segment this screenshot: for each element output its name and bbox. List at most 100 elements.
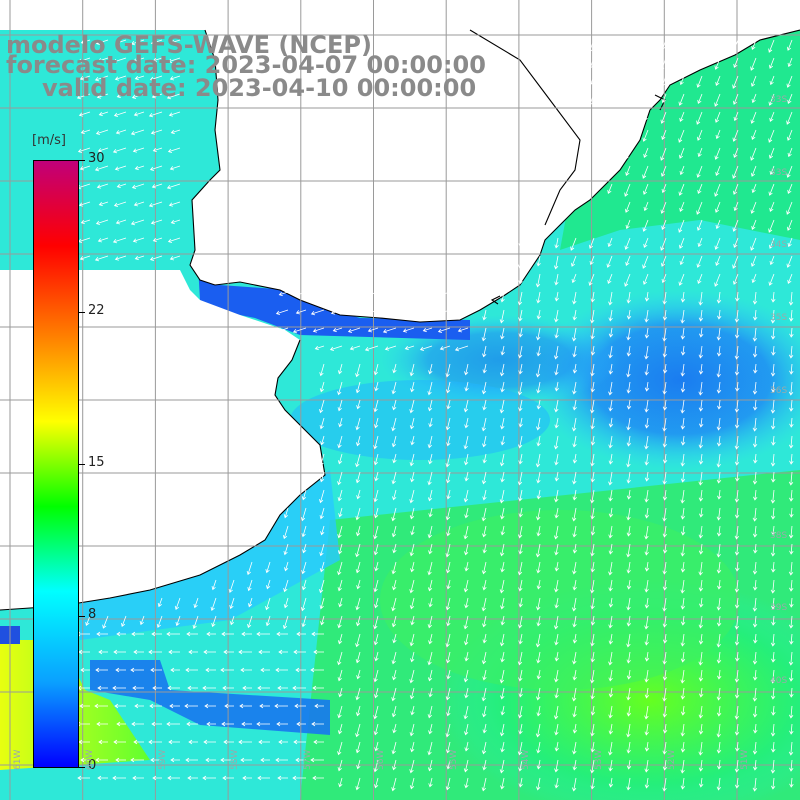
wind-arrow [771, 435, 776, 446]
wind-arrow [536, 255, 541, 267]
wind-arrow [680, 525, 686, 536]
wind-arrow [624, 147, 631, 160]
wind-arrow [734, 345, 740, 360]
wind-arrow [789, 579, 794, 592]
coastline [0, 29, 800, 611]
wind-arrow [678, 237, 685, 249]
wind-arrow [518, 507, 523, 518]
wind-arrow [752, 741, 758, 755]
wind-arrow [714, 93, 721, 107]
wind-arrow [716, 741, 722, 754]
wind-arrow [626, 453, 631, 468]
wind-arrow [166, 93, 181, 100]
wind-arrow [644, 489, 649, 503]
wind-arrow [518, 489, 523, 502]
wind-arrow [463, 759, 469, 773]
wind-arrow [662, 651, 667, 665]
wind-arrow [518, 417, 523, 428]
wind-arrow [644, 309, 649, 323]
wind-arrow [328, 291, 343, 298]
wind-arrow [301, 561, 307, 575]
wind-arrow [680, 417, 686, 430]
wind-arrow [660, 111, 667, 124]
wind-arrow [608, 507, 614, 518]
wind-arrow [356, 759, 361, 770]
wind-arrow [786, 39, 793, 51]
wind-arrow [589, 75, 595, 86]
wind-arrow [732, 129, 739, 142]
wind-arrow [590, 471, 595, 483]
wind-arrow [193, 597, 199, 609]
wind-arrow [260, 757, 270, 763]
wind-arrow [590, 705, 596, 716]
wind-arrow [536, 381, 541, 394]
wind-arrow [224, 703, 234, 709]
wind-arrow [770, 399, 776, 414]
wind-arrow [554, 453, 559, 466]
wind-arrow [445, 777, 451, 791]
wind-arrow [644, 759, 649, 773]
wind-arrow [257, 775, 270, 781]
wind-arrow [481, 327, 487, 342]
wind-arrow [662, 525, 668, 538]
wind-arrow [365, 309, 379, 315]
wind-arrow [150, 757, 162, 763]
wind-arrow [355, 597, 361, 611]
wind-arrow [680, 579, 685, 594]
wind-arrow [572, 669, 577, 681]
wind-arrow [678, 183, 685, 196]
wind-arrow [499, 759, 505, 774]
wind-arrow [608, 525, 613, 539]
wind-arrow [734, 687, 740, 699]
wind-arrow [115, 667, 126, 673]
wind-arrow [788, 525, 794, 539]
wind-arrow [482, 489, 487, 501]
lon-label: 52W [667, 749, 677, 770]
wind-arrow [698, 453, 704, 465]
wind-arrow [698, 435, 704, 449]
wind-arrow [536, 345, 541, 357]
wind-arrow [80, 129, 91, 135]
wind-arrow [438, 291, 451, 297]
wind-arrow [680, 453, 685, 467]
wind-arrow [482, 525, 487, 538]
wind-arrow [283, 597, 289, 609]
wind-arrow [349, 345, 361, 351]
wind-arrow [734, 759, 740, 773]
wind-arrow [680, 381, 686, 393]
wind-arrow [410, 615, 415, 626]
wind-arrow [680, 741, 686, 753]
wind-arrow [481, 741, 487, 755]
wind-arrow [445, 363, 451, 378]
lat-label: 33S [770, 168, 788, 178]
model-title: modelo GEFS-WAVE (NCEP) [6, 31, 372, 59]
wind-arrow [572, 633, 578, 644]
wind-arrow [258, 649, 270, 655]
wind-arrow [500, 417, 505, 430]
wind-arrow [626, 291, 631, 304]
wind-arrow [536, 561, 541, 574]
wind-arrow [717, 759, 722, 770]
wind-arrow [732, 219, 739, 232]
wind-arrow [500, 561, 505, 573]
wind-arrow [337, 651, 343, 666]
wind-arrow [644, 453, 649, 466]
wind-arrow [699, 327, 704, 338]
wind-arrow [113, 111, 127, 117]
wind-arrow [301, 525, 307, 538]
wind-arrow [77, 775, 90, 781]
wind-arrow [373, 633, 379, 646]
wind-arrow [266, 579, 271, 590]
wind-arrow [242, 685, 252, 691]
wind-arrow [463, 525, 469, 540]
wind-arrow [735, 291, 740, 302]
wind-arrow [625, 165, 631, 176]
wind-arrow [319, 597, 325, 610]
wind-arrow [112, 147, 127, 154]
wind-arrow [96, 93, 109, 99]
wind-arrow [373, 363, 379, 376]
wind-arrow [660, 237, 667, 251]
wind-arrow [734, 525, 740, 540]
wind-arrow [536, 309, 541, 320]
